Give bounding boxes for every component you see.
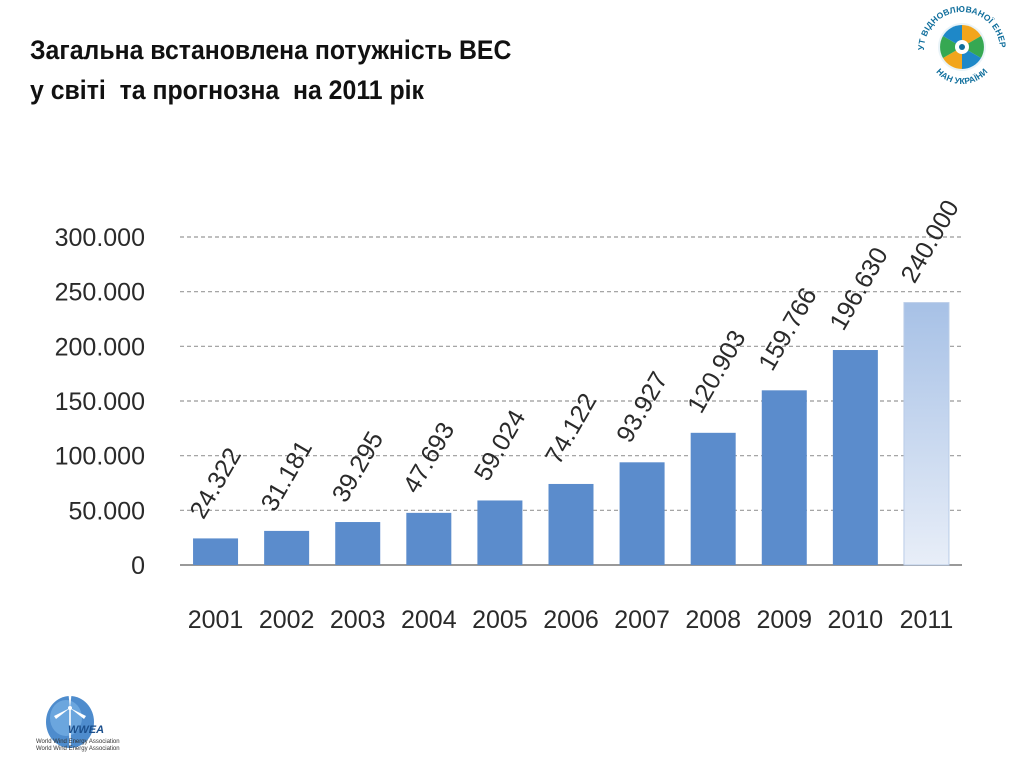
y-tick-label: 150.000: [55, 388, 145, 416]
data-label: 47.693: [398, 418, 460, 498]
x-category-label: 2008: [685, 606, 741, 634]
wwea-logo-name: WWEA: [68, 724, 105, 736]
data-label: 120.903: [682, 326, 751, 418]
data-label: 240.000: [895, 195, 964, 287]
data-label: 93.927: [611, 367, 673, 447]
bar: [619, 462, 665, 565]
bar: [477, 500, 523, 565]
wwea-logo-subtitle: World Wind Energy Association World Wind…: [36, 739, 120, 753]
x-category-label: 2006: [543, 606, 599, 634]
x-category-label: 2001: [188, 606, 244, 634]
x-category-label: 2010: [828, 606, 884, 634]
bar: [264, 530, 310, 565]
bar: [335, 522, 381, 565]
bar: [690, 432, 736, 565]
data-label: 31.181: [256, 436, 318, 516]
x-category-label: 2009: [756, 606, 812, 634]
x-category-label: 2007: [614, 606, 670, 634]
x-category-label: 2011: [900, 606, 954, 634]
y-tick-label: 0: [131, 552, 145, 580]
wwea-subtitle-line-2: World Wind Energy Association: [36, 746, 120, 752]
x-category-label: 2002: [259, 606, 315, 634]
data-label: 39.295: [327, 427, 389, 507]
wwea-subtitle-line-1: World Wind Energy Association: [36, 739, 120, 745]
y-tick-label: 100.000: [55, 443, 145, 471]
bar: [406, 512, 452, 565]
slide-title-line-1: Загальна встановлена потужність ВЕС: [30, 35, 512, 65]
x-category-label: 2005: [472, 606, 528, 634]
y-tick-label: 300.000: [55, 224, 145, 252]
slide-title: Загальна встановлена потужність ВЕС у св…: [30, 30, 511, 110]
bar: [761, 390, 807, 565]
x-category-label: 2003: [330, 606, 386, 634]
data-label: 159.766: [753, 283, 822, 375]
bar: [193, 538, 239, 565]
bar: [832, 350, 878, 565]
institute-logo-icon: ІНСТИТУТ ВІДНОВЛЮВАНОЇ ЕНЕРГЕТИКИ НАН УК…: [912, 0, 1008, 86]
data-label: 196.630: [824, 243, 893, 335]
y-tick-label: 200.000: [55, 333, 145, 361]
data-label: 74.122: [540, 389, 602, 469]
x-category-label: 2004: [401, 606, 457, 634]
bar-forecast: [903, 302, 950, 566]
data-label: 59.024: [469, 405, 532, 485]
bar: [548, 483, 594, 565]
data-label: 24.322: [184, 443, 246, 523]
y-tick-label: 50.000: [69, 497, 145, 525]
wind-turbine-logo-icon: [46, 690, 94, 748]
y-tick-label: 250.000: [55, 279, 145, 307]
slide-title-line-2: у світі та прогнозна на 2011 рік: [30, 75, 424, 105]
